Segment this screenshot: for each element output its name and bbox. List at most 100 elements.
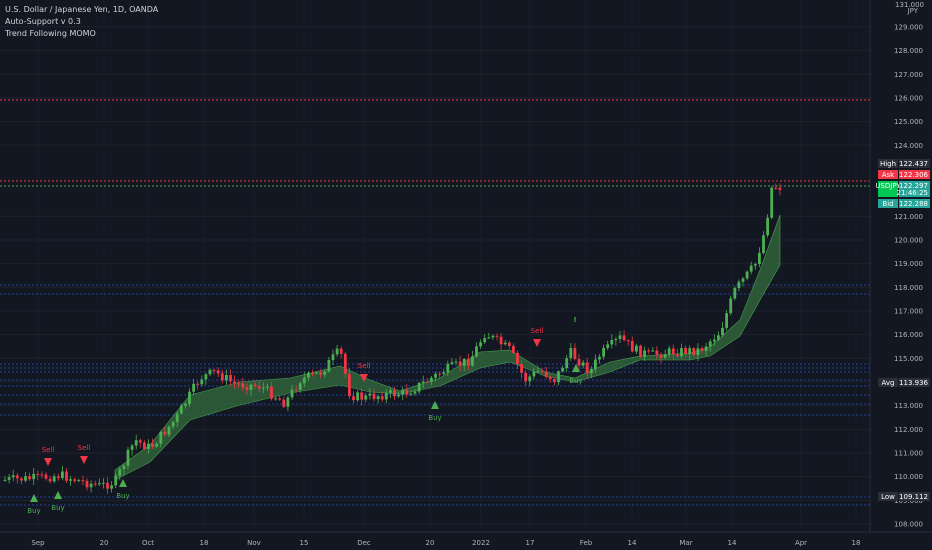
candle-body [659, 354, 663, 358]
indicator-auto-support[interactable]: Auto-Support v 0.3 [5, 17, 81, 26]
sell-signal-label: Sell [42, 446, 55, 454]
sell-signal-label: Sell [358, 362, 371, 370]
price-tag-label-bg [878, 492, 898, 501]
candle-body [442, 372, 446, 374]
candle-body [179, 405, 183, 414]
price-tag-label-bg [878, 378, 898, 387]
candle-body [15, 475, 19, 479]
candle-body [524, 372, 528, 382]
candle-body [331, 354, 335, 360]
candle-body [688, 348, 692, 354]
candle-body [548, 376, 552, 380]
candle-body [175, 413, 179, 423]
buy-arrow-icon [54, 491, 62, 499]
candle-body [532, 371, 536, 377]
candle-body [171, 422, 175, 427]
candle-body [298, 383, 302, 391]
candle-body [364, 395, 368, 400]
price-axis-panel[interactable] [870, 0, 932, 532]
price-tag-label-bg [878, 170, 898, 179]
candle-body [717, 335, 720, 340]
candle-body [462, 358, 466, 366]
time-tick-label: 2022 [472, 539, 490, 547]
price-tag-label: Bid [882, 200, 893, 208]
support-resistance-lines [0, 99, 870, 506]
warning-signal-label: ! [573, 316, 576, 324]
candle-body [680, 347, 683, 357]
price-tick-label: 119.000 [894, 260, 923, 268]
candle-body [536, 370, 540, 372]
candle-body [3, 479, 7, 481]
candle-body [302, 377, 306, 384]
candle-body [249, 384, 253, 390]
candle-body [671, 348, 675, 355]
candle-body [561, 368, 564, 372]
candle-body [606, 344, 610, 348]
candle-body [737, 281, 741, 288]
candle-body [753, 264, 757, 266]
candle-body [261, 387, 265, 389]
price-tag-value-bg [899, 170, 930, 179]
candle-body [512, 345, 515, 353]
candle-body [216, 370, 220, 374]
indicator-trend-momo[interactable]: Trend Following MOMO [5, 29, 96, 38]
candle-body [257, 386, 261, 389]
buy-signal-label: Buy [51, 504, 64, 512]
candle-body [274, 398, 277, 400]
candle-body [343, 353, 347, 374]
candle-body [401, 389, 405, 395]
time-tick-label: 18 [852, 539, 861, 547]
candle-body [544, 371, 548, 377]
price-tag-value-bg [899, 199, 930, 208]
candle-body [479, 342, 482, 347]
time-tick-label: 14 [728, 539, 737, 547]
chart-legend[interactable]: U.S. Dollar / Japanese Yen, 1D, OANDA Au… [5, 4, 158, 40]
candle-body [36, 473, 40, 475]
candle-body [155, 443, 159, 447]
candle-body [766, 217, 769, 236]
candle-body [52, 476, 56, 482]
candle-body [774, 187, 778, 189]
candle-body [712, 339, 716, 342]
price-tick-label: 129.000 [894, 23, 923, 31]
price-tick-label: 120.000 [894, 236, 923, 244]
candle-body [69, 479, 72, 481]
candle-body [618, 335, 622, 339]
price-tag-label: USDJPY [875, 182, 901, 190]
price-tick-label: 118.000 [894, 284, 923, 292]
time-tick-label: Nov [247, 539, 261, 547]
candle-body [73, 479, 77, 481]
candle-body [639, 345, 642, 357]
candle-body [466, 358, 470, 366]
candle-body [307, 372, 310, 378]
price-tag-label-bg [878, 199, 898, 208]
candle-body [192, 383, 195, 392]
sell-arrow-icon [533, 339, 541, 347]
buy-signal-label: Buy [27, 507, 40, 515]
candle-body [725, 313, 728, 328]
price-tag-value: 122.288 [899, 200, 928, 208]
buy-signal-label: Buy [428, 414, 441, 422]
candle-body [360, 392, 364, 400]
candle-body [44, 474, 48, 479]
time-axis-panel[interactable] [0, 532, 932, 550]
symbol-title[interactable]: U.S. Dollar / Japanese Yen, 1D, OANDA [5, 5, 159, 14]
candle-body [384, 392, 388, 400]
candle-body [409, 393, 413, 395]
signal-markers: Buy Buy Sell Sell Buy Sell Buy Sell Buy! [27, 316, 582, 515]
price-axis-currency: JPY [907, 7, 919, 15]
time-tick-label: Oct [142, 539, 154, 547]
candle-body [425, 381, 429, 383]
candle-body [610, 340, 614, 345]
candle-body [614, 338, 618, 341]
chart-grid [0, 26, 870, 525]
time-tick-label: Apr [795, 539, 807, 547]
time-tick-label: 14 [628, 539, 637, 547]
candle-body [573, 347, 577, 359]
candle-body [266, 386, 269, 388]
candle-body [89, 483, 93, 488]
candle-body [372, 393, 376, 400]
candle-body [594, 359, 597, 369]
candle-body [196, 383, 200, 385]
